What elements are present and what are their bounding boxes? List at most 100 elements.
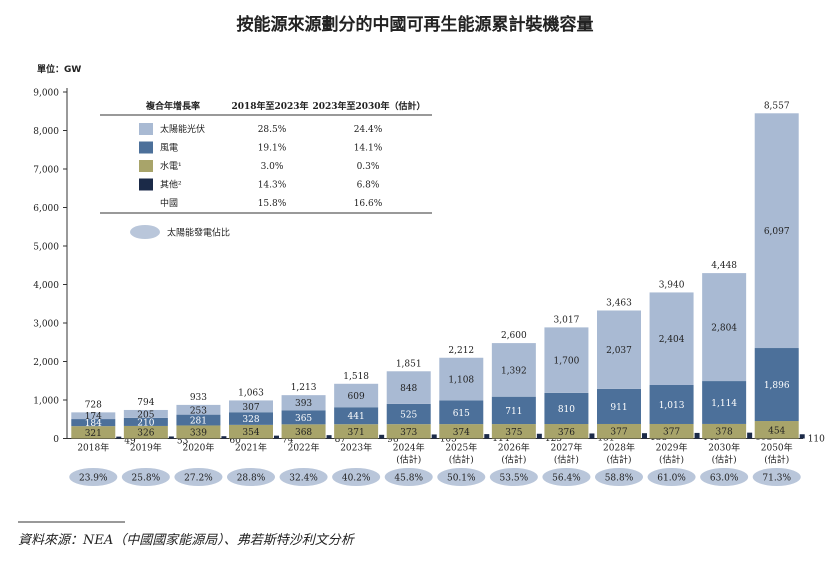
legend-cagr-2018-2023: 15.8%	[258, 199, 287, 209]
x-tick-label: 2021年	[235, 442, 267, 454]
legend: 複合年增長率 2018年至2023年 2023年至2030年（估計） 太陽能光伏 28.…	[100, 100, 432, 239]
legend-cagr-2023-2030: 6.8%	[357, 181, 380, 191]
bar-value-other: 110	[808, 434, 825, 444]
bar-total-label: 1,851	[396, 359, 422, 369]
solar-share-oval	[332, 468, 381, 486]
x-tick-label: 2050年	[761, 442, 793, 454]
x-tick-label: 2018年	[77, 442, 109, 454]
x-tick-label: (估計)	[554, 454, 579, 466]
source-note: 資料來源：NEA（中國國家能源局）、弗若斯特沙利文分析	[18, 532, 356, 548]
bar-segment-wind	[176, 414, 221, 426]
solar-share-oval	[174, 468, 223, 486]
chart-title: 按能源來源劃分的中國可再生能源累計裝機容量	[237, 14, 594, 35]
bar-segment-hydro	[229, 424, 273, 439]
y-tick-label: 0	[53, 435, 59, 445]
solar-share-oval	[542, 468, 591, 486]
bar-segment-solar	[386, 371, 431, 404]
legend-swatch	[139, 141, 153, 154]
solar-share-value: 58.8%	[605, 474, 634, 484]
bar-value-hydro: 321	[85, 429, 102, 439]
x-tick-label: (估計)	[606, 454, 631, 466]
solar-share-value: 61.0%	[657, 474, 686, 484]
bar-value-hydro: 339	[190, 428, 207, 438]
bar-segment-other	[274, 435, 279, 439]
bar-value-solar: 1,108	[448, 376, 474, 386]
bar-value-wind: 1,896	[764, 381, 790, 391]
bar-value-other: 53	[177, 436, 189, 446]
bar-segment-solar	[334, 383, 379, 408]
bar-value-wind: 1,013	[659, 401, 685, 411]
bar-segment-wind	[229, 412, 273, 425]
bar-segment-solar	[544, 327, 589, 393]
y-tick-label: 6,000	[33, 204, 59, 214]
bar-value-solar: 1,392	[501, 366, 527, 376]
legend-series-name: 中國	[160, 197, 178, 209]
bar-segment-other	[536, 433, 542, 439]
y-tick-label: 1,000	[33, 397, 59, 407]
bar-segment-solar	[176, 404, 221, 415]
legend-cagr-2018-2023: 3.0%	[261, 162, 284, 172]
bar-segment-hydro	[123, 425, 168, 439]
bar-segment-hydro	[702, 423, 747, 439]
bar-segment-other	[484, 434, 490, 439]
bar-segment-wind	[334, 407, 379, 425]
bar-value-solar: 253	[190, 406, 207, 416]
solar-share-value: 27.2%	[184, 474, 213, 484]
bar-total-label: 933	[190, 393, 207, 403]
solar-share-value: 28.8%	[237, 474, 266, 484]
bar-value-wind: 810	[558, 405, 575, 415]
bar-segment-hydro	[176, 425, 221, 439]
bar-value-other: 96	[387, 435, 399, 445]
x-tick-label: 2027年	[550, 442, 582, 454]
legend-header-period2: 2023年至2030年（估計）	[312, 100, 425, 112]
bar-value-hydro: 373	[400, 428, 417, 438]
bar-value-other: 105	[440, 434, 457, 444]
legend-series-name: 風電	[160, 143, 178, 154]
bar-value-solar: 205	[137, 410, 154, 420]
bar-segment-other	[747, 432, 753, 439]
legend-share-oval	[130, 225, 160, 239]
bar-value-wind: 615	[453, 409, 470, 419]
bar-segment-wind	[491, 396, 536, 425]
x-tick-label: (估計)	[449, 454, 474, 466]
solar-share-oval	[489, 468, 538, 486]
y-tick-label: 3,000	[33, 320, 59, 330]
x-tick-label: (估計)	[659, 454, 684, 466]
solar-share-value: 56.4%	[552, 474, 581, 484]
x-tick-label: (估計)	[712, 454, 737, 466]
bar-value-hydro: 377	[663, 428, 680, 438]
legend-cagr-2023-2030: 16.6%	[354, 199, 383, 209]
bar-segment-solar	[439, 357, 484, 401]
solar-share-oval	[700, 468, 749, 486]
x-tick-label: 2023年	[340, 442, 372, 454]
bar-value-wind: 441	[348, 412, 365, 422]
bar-value-wind: 1,114	[711, 399, 737, 409]
y-tick-label: 9,000	[33, 89, 59, 99]
bar-segment-hydro	[754, 421, 799, 439]
bar-segment-solar	[649, 292, 694, 385]
solar-share-oval	[227, 468, 275, 486]
solar-share-value: 45.8%	[394, 474, 423, 484]
bar-value-solar: 2,037	[606, 346, 632, 356]
bar-total-label: 3,940	[659, 280, 685, 290]
bar-segment-other	[168, 436, 174, 439]
bar-segment-solar	[702, 273, 747, 382]
bar-segment-hydro	[386, 424, 431, 439]
legend-swatch	[139, 123, 153, 135]
legend-series-name: 太陽能光伏	[160, 123, 205, 135]
solar-share-oval	[595, 468, 643, 486]
legend-share-label: 太陽能發電佔比	[167, 227, 230, 239]
bar-value-hydro: 368	[295, 428, 312, 438]
bar-value-solar: 848	[400, 384, 417, 394]
bar-segment-solar	[229, 400, 273, 413]
bar-value-hydro: 377	[610, 428, 627, 438]
x-tick-label: 2029年	[656, 442, 688, 454]
bar-total-label: 4,448	[711, 261, 737, 271]
solar-share-value: 50.1%	[447, 474, 476, 484]
bar-segment-other	[379, 434, 385, 439]
bar-segment-hydro	[439, 424, 484, 439]
bar-value-hydro: 454	[768, 426, 785, 436]
bar-segment-other	[694, 432, 700, 439]
legend-cagr-2018-2023: 19.1%	[258, 144, 287, 154]
legend-series-name: 其他²	[160, 179, 182, 191]
